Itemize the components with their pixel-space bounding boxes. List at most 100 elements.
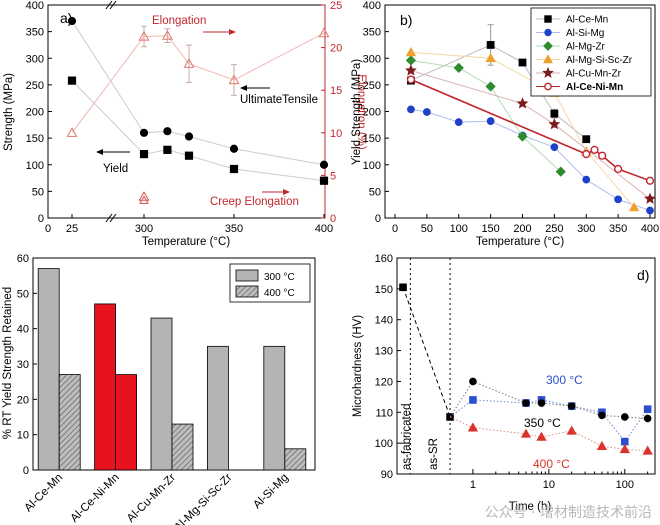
panel-a-point-yield [184, 151, 194, 160]
panel-a-point-ultimatetensile [229, 144, 239, 153]
panel-d-point-400-c [596, 440, 608, 451]
panel-c-legend-label-1: 400 °C [264, 288, 295, 299]
panel-a-axis-break [109, 0, 117, 10]
panel-b-line-al-si-mg [410, 108, 651, 211]
panel-c-category-al-si-mg: Al-Si-Mg [251, 472, 291, 512]
panel-d-point-400-c [566, 425, 577, 435]
panel-b-point-al-ce-mn [550, 109, 559, 118]
panel-b-ytick-label: 100 [363, 160, 381, 172]
panel-b-ytick-label: 150 [363, 133, 381, 145]
panel-d-point-350-c [643, 414, 652, 423]
panel-b: b) Temperature (°C) Yield Strength (MPa)… [351, 0, 659, 248]
panel-b-point-al-mg-zr [405, 55, 417, 66]
panel-b-point-al-cu-mn-zr [516, 97, 529, 109]
panel-b-point-al-ce-mn [518, 58, 527, 67]
arrowhead-creep [283, 189, 290, 195]
panel-c-ticks: 0 10 20 30 40 50 60 [17, 253, 37, 477]
panel-d-series [399, 283, 653, 455]
panel-b-legend-marker-al-mg-si-sc-zr [542, 54, 554, 64]
panel-b-xtick-label: 0 [392, 223, 398, 235]
annotation-creep: Creep Elongation [210, 196, 299, 208]
panel-d-ytick-label: 160 [375, 253, 393, 265]
panel-d-line-400-c [449, 416, 648, 452]
panel-a-ytick-right-label: 0 [330, 213, 336, 225]
label-400c: 400 °C [533, 457, 570, 471]
panel-b-point-al-ce-ni-mn [645, 176, 655, 185]
panel-b-legend-marker-al-cu-mn-zr [542, 66, 554, 78]
panel-b-point-al-mg-zr [453, 62, 464, 73]
panel-b-legend-marker-al-ce-mn [544, 15, 552, 23]
panel-d-ytick-label: 140 [375, 315, 393, 327]
panel-c-ytick-label: 30 [17, 359, 29, 371]
panel-d-point-300-c [469, 396, 477, 404]
panel-b-xtick-label: 300 [577, 223, 595, 235]
arrowhead-ultimate [240, 85, 247, 91]
region-label-as-fabricated: as-fabricated [401, 404, 413, 470]
panel-c-bar-al-si-mg-0 [263, 345, 286, 471]
panel-a-lines [71, 20, 325, 182]
panel-b-xtick-label: 400 [641, 223, 659, 235]
panel-b-point-al-si-mg [582, 175, 591, 184]
panel-a-point-elongation [161, 30, 173, 40]
panel-a-ytick-left-label: 150 [26, 133, 44, 145]
panel-c-bar-al-ce-mn-1 [58, 374, 81, 471]
panel-b-legend-marker-al-si-mg [544, 28, 552, 37]
panel-b-line-al-cu-mn-zr [410, 70, 651, 200]
panel-b-xtick-label: 100 [450, 223, 468, 235]
panel-c-bar-al-cu-mn-zr-1 [171, 423, 194, 471]
panel-a-ytick-left-label: 250 [26, 80, 44, 92]
panel-a-series-line [71, 32, 325, 134]
panel-a-point-ultimatetensile [67, 16, 77, 26]
panel-d-point-400-c [536, 431, 547, 441]
panel-b-xtick-label: 50 [421, 223, 433, 235]
panel-a-axis-break [105, 0, 113, 10]
panel-d-xtick-label: 1 [470, 479, 476, 491]
panel-c-bar-al-cu-mn-zr-0 [150, 317, 173, 471]
panel-d-point-400-c [467, 422, 479, 432]
panel-a-ytick-right-label: 10 [330, 128, 342, 140]
panel-a-ytick-right-label: 25 [330, 0, 342, 12]
panel-a-ytick-left-label: 0 [38, 213, 44, 225]
panel-d-point-as-fabricated [446, 413, 454, 421]
panel-a-point-ultimatetensile [319, 160, 329, 169]
annotation-yield: Yield [103, 163, 128, 175]
panel-d-point-400-c [619, 443, 630, 454]
panel-c-category-labels: Al-Ce-Mn Al-Ce-Ni-Mn Al-Cu-Mn-ZrAl-Mg-Si-S… [22, 472, 290, 525]
panel-a-ytick-right-label: 20 [330, 43, 342, 55]
panel-a-point-elongation [66, 127, 78, 137]
panel-a-xtick-label: 0 [45, 223, 51, 235]
panel-a-ytick-left-label: 350 [26, 27, 44, 39]
panel-d-point-350-c [567, 402, 576, 410]
panel-a-ytick-left-label: 50 [32, 186, 44, 198]
panel-b-ytick-label: 50 [369, 186, 381, 198]
watermark: 公众号 · 增材制造技术前沿 [484, 505, 652, 521]
panel-d-ytick-label: 90 [381, 469, 393, 481]
panel-b-ytick-label: 300 [363, 53, 381, 65]
arrowhead-yield [96, 149, 103, 155]
panel-a-xtick-label: 400 [315, 223, 333, 235]
panel-a-ylabel-right: Elongation (%) [355, 74, 367, 150]
panel-a-point-ultimatetensile [139, 128, 149, 137]
panel-b-point-al-mg-zr [517, 131, 528, 142]
panel-d-line-as-fabricated [402, 287, 451, 418]
panel-b-point-al-ce-ni-mn [582, 150, 591, 159]
panel-b-point-al-mg-si-sc-zr [628, 201, 640, 212]
panel-b-xtick-label: 200 [513, 223, 531, 235]
panel-d-xtick-label: 10 [543, 479, 555, 491]
panel-a-ticks: 0 25 300 350 4000501001502002503003504000510… [26, 0, 343, 235]
panel-a-xtick-label: 25 [66, 223, 78, 235]
panel-b-xtick-label: 250 [545, 223, 563, 235]
panel-b-point-al-cu-mn-zr [644, 192, 656, 204]
panel-a-point-ultimatetensile [184, 132, 194, 141]
panel-b-point-al-ce-ni-mn [614, 164, 623, 174]
panel-a-point-yield [319, 176, 329, 185]
panel-b-point-al-mg-si-sc-zr [405, 46, 417, 57]
region-label-as-sr: as-SR [428, 438, 440, 470]
panel-d-label: d) [637, 267, 649, 283]
panel-a-xtick-label: 350 [225, 223, 243, 235]
label-300c: 300 °C [546, 373, 583, 387]
panel-b-ytick-label: 350 [363, 27, 381, 39]
panel-b-point-al-si-mg [454, 118, 463, 127]
panel-d-point-350-c [537, 399, 546, 407]
